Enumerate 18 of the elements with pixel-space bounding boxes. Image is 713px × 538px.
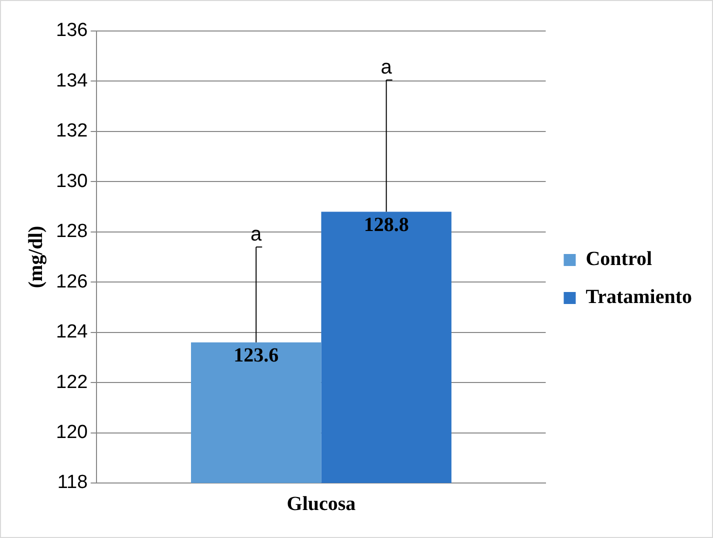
x-tick-label: Glucosa <box>286 493 356 516</box>
y-tick-label: 128 <box>56 221 88 242</box>
annotation: a <box>250 223 263 246</box>
y-tick-label: 136 <box>56 20 88 42</box>
legend-label: Tratamiento <box>586 286 692 308</box>
y-tick-label: 124 <box>56 322 88 343</box>
y-tick-label: 120 <box>56 422 88 444</box>
annotation: a <box>380 56 393 78</box>
y-tick-label: 132 <box>56 120 88 142</box>
legend-label: Control <box>586 248 652 270</box>
y-tick-label: 130 <box>56 170 88 192</box>
y-tick-label: 126 <box>56 271 88 292</box>
y-axis-title: (mg/dl) <box>25 226 48 288</box>
y-tick-label: 134 <box>56 70 88 92</box>
y-tick-label: 122 <box>56 372 88 393</box>
data-label: 123.6 <box>234 344 279 367</box>
data-label: 128.8 <box>364 214 409 236</box>
y-tick-label: 118 <box>57 472 88 494</box>
